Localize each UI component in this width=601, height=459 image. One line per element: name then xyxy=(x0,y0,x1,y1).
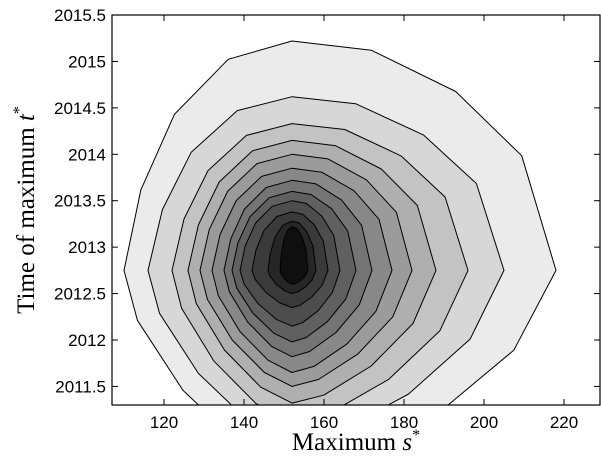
y-tick-label: 2011.5 xyxy=(55,377,106,396)
y-tick-label: 2015 xyxy=(68,52,106,71)
x-axis-title: Maximum s* xyxy=(292,427,420,456)
y-tick-label: 2013.5 xyxy=(54,192,106,211)
y-axis-title: Time of maximum t* xyxy=(11,106,40,314)
x-tick-label: 140 xyxy=(230,413,258,432)
x-tick-label: 120 xyxy=(150,413,178,432)
y-tick-label: 2014.5 xyxy=(54,99,106,118)
x-axis-ticks: 120 140 160 180 200 220 xyxy=(150,15,578,432)
x-tick-label: 180 xyxy=(390,413,418,432)
plot-frame xyxy=(111,14,601,406)
x-tick-label: 160 xyxy=(310,413,338,432)
y-tick-label: 2014 xyxy=(68,145,106,164)
contour-level-12 xyxy=(279,226,309,285)
y-tick-label: 2015.5 xyxy=(54,6,106,25)
y-axis-ticks: 2011.5 2012 2012.5 2013 2013.5 2014 2014.5 2015… xyxy=(54,6,600,396)
contour-bands xyxy=(123,40,557,405)
y-tick-label: 2013 xyxy=(68,238,106,257)
x-tick-label: 220 xyxy=(550,413,578,432)
x-tick-label: 200 xyxy=(470,413,498,432)
y-tick-label: 2012.5 xyxy=(54,285,106,304)
y-tick-label: 2012 xyxy=(68,331,106,350)
